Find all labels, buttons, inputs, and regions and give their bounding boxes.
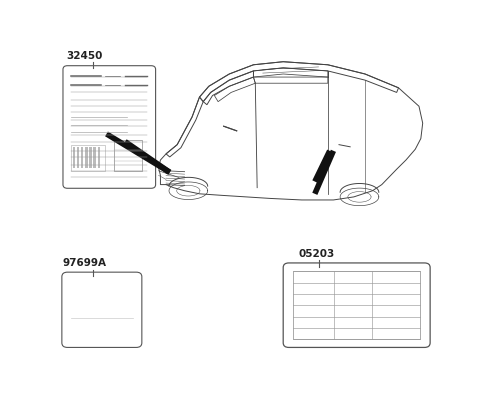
Bar [85, 147, 87, 168]
Text: 32450: 32450 [66, 51, 102, 61]
Bar [77, 147, 79, 168]
FancyBboxPatch shape [283, 263, 430, 348]
FancyBboxPatch shape [63, 66, 156, 188]
Bar [293, 271, 420, 339]
Bar [94, 147, 96, 168]
Bar [97, 147, 100, 168]
Text: 05203: 05203 [299, 249, 335, 259]
Bar [81, 147, 84, 168]
Bar [71, 145, 105, 171]
Bar [73, 147, 75, 168]
Text: 97699A: 97699A [62, 259, 106, 269]
FancyBboxPatch shape [62, 272, 142, 348]
Bar [114, 140, 142, 171]
Bar [89, 147, 92, 168]
